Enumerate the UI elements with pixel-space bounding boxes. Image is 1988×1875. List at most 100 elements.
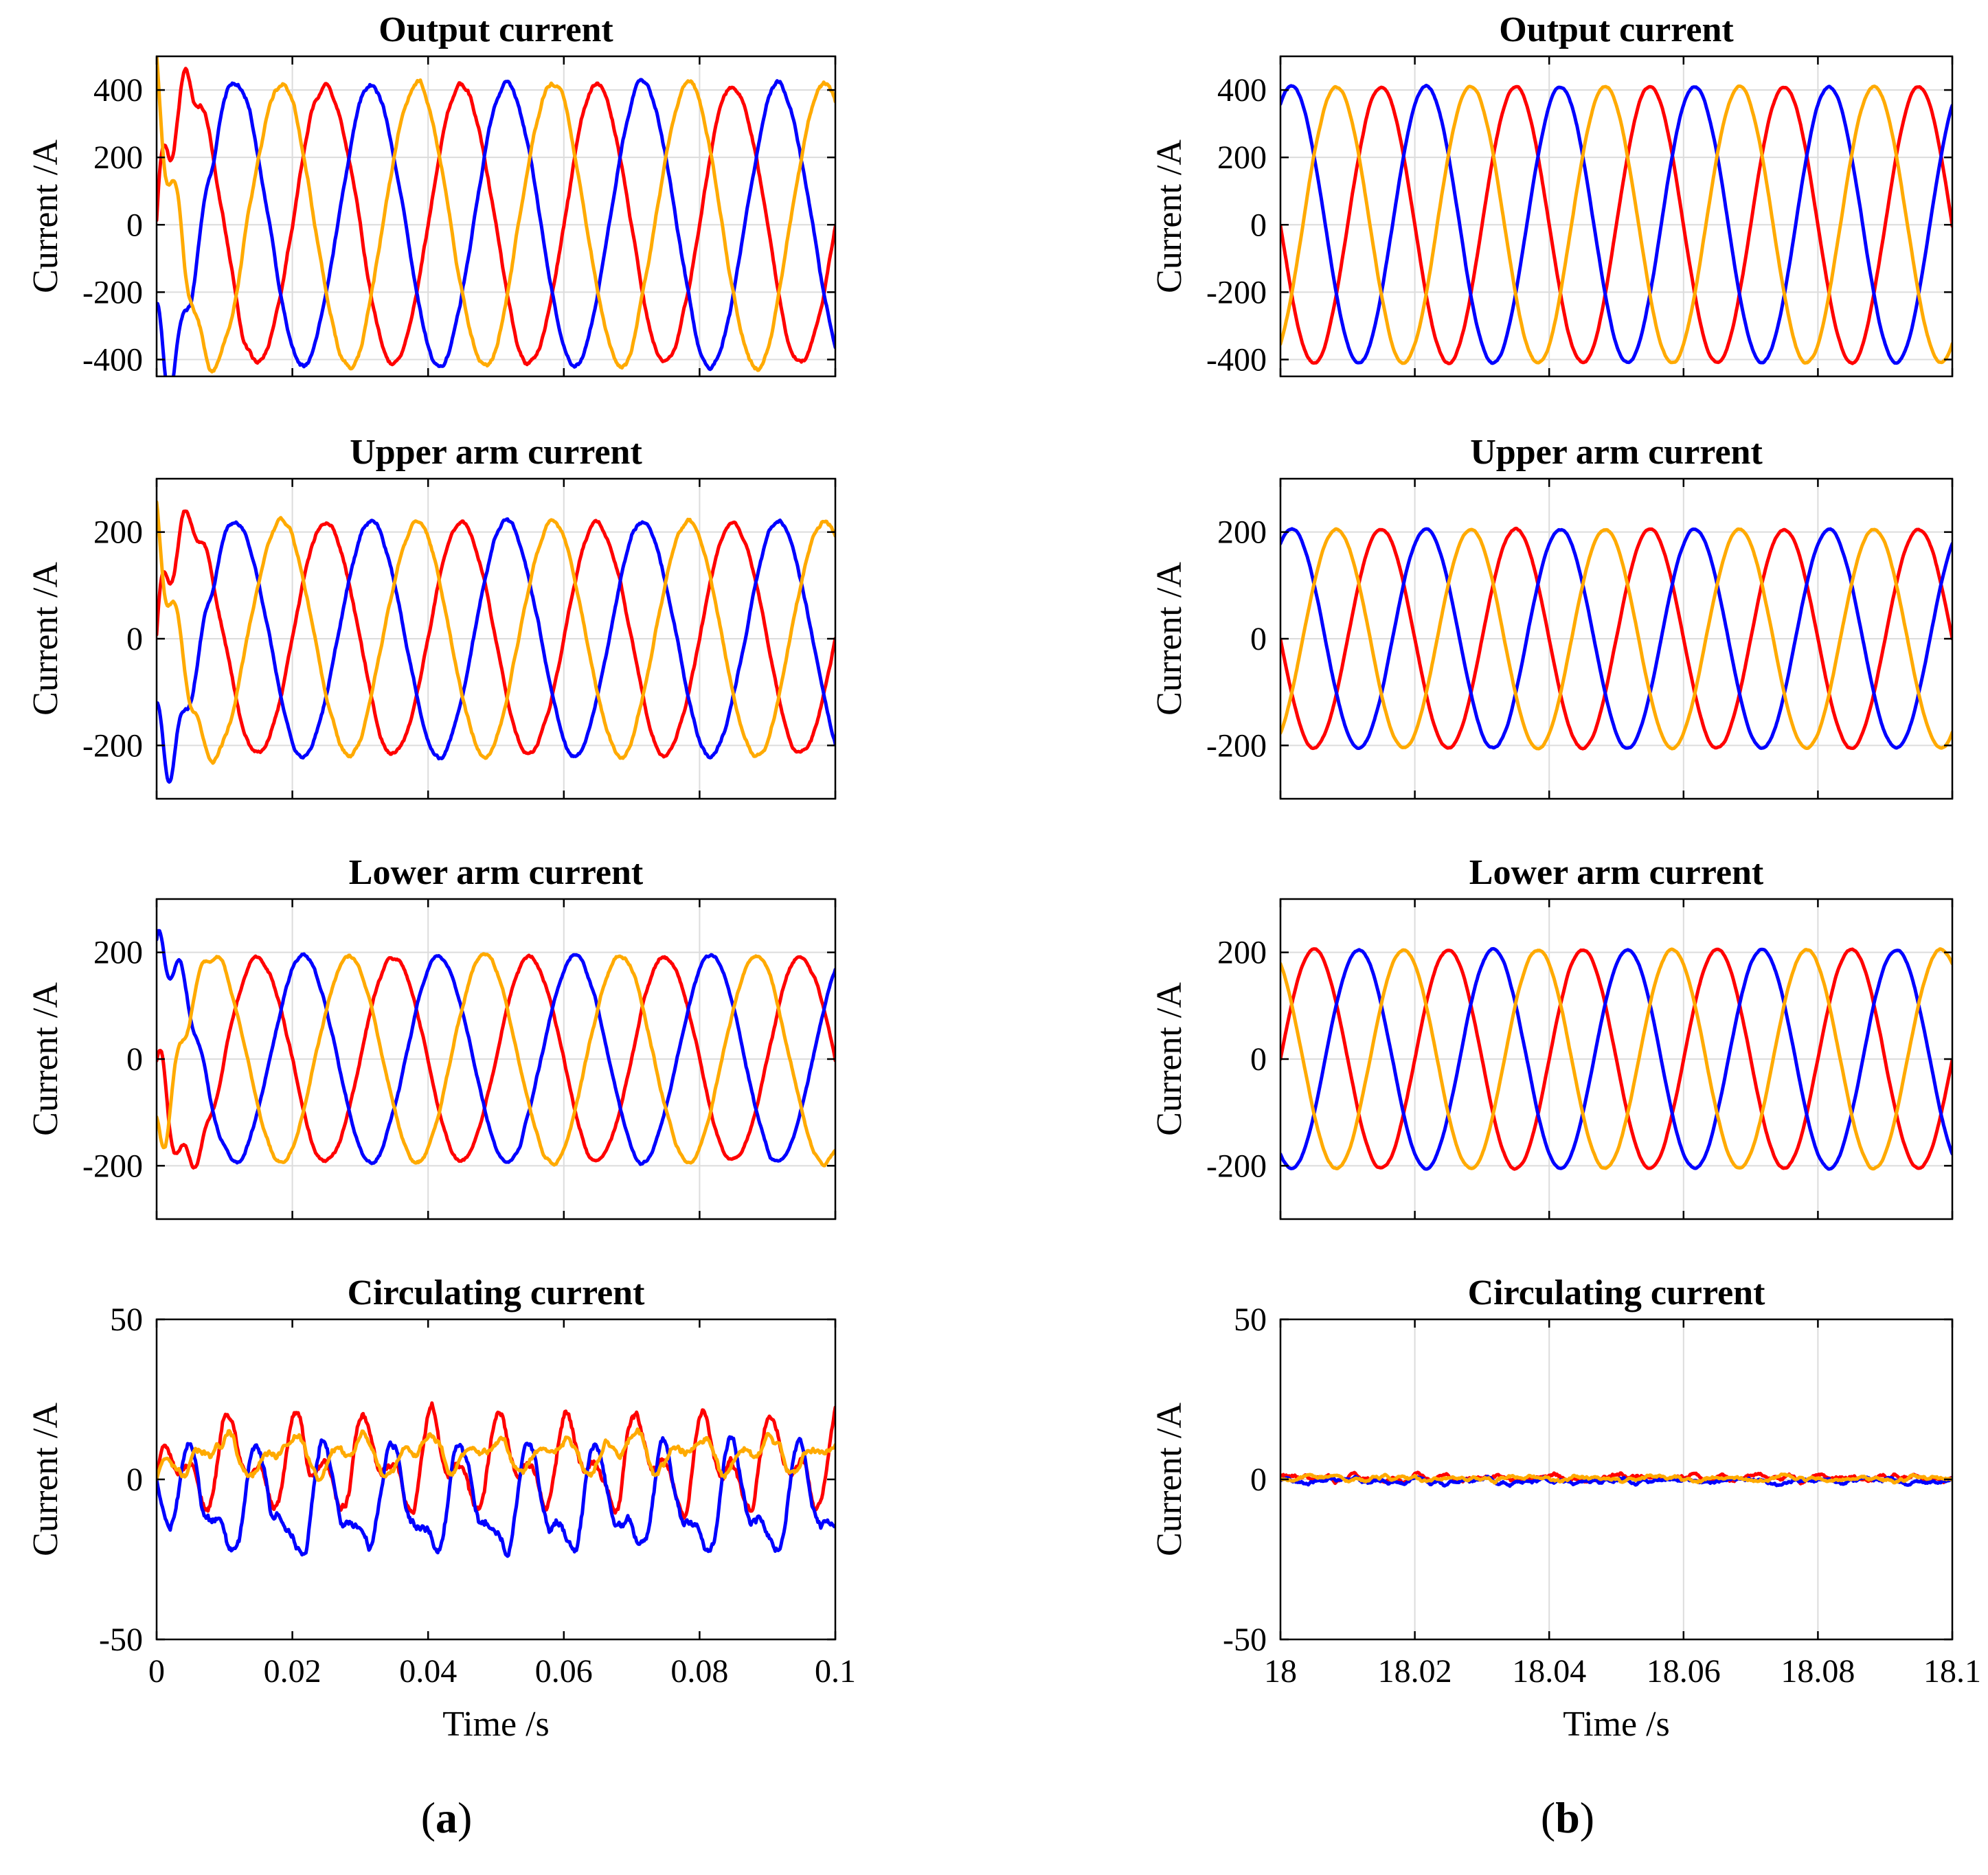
x-tick-label: 18 [1264,1653,1297,1690]
x-tick-label: 18.04 [1512,1653,1586,1690]
y-tick-label: 50 [1234,1302,1267,1338]
chart-title: Output current [1499,10,1734,49]
series-line-phase-b [157,78,835,376]
y-tick-label: -400 [1206,341,1267,378]
y-axis-label: Current /A [26,1402,65,1556]
x-axis-label: Time /s [1563,1705,1670,1744]
traces [157,929,835,1170]
panel-label-b-close: ) [1580,1793,1594,1842]
y-tick-label: -200 [1206,1148,1267,1184]
x-tick-label: 0.04 [399,1653,457,1690]
chart-title: Upper arm current [1470,433,1763,472]
y-tick-label: 0 [126,207,143,243]
chart-a-0: -400 -200 0 200 400 Output current Current /A [26,10,837,378]
series-line-phase-b [1280,527,1952,750]
chart-title: Lower arm current [1469,853,1764,892]
y-tick-label: 200 [1217,139,1267,176]
series-line-phase-c [157,500,835,765]
traces [157,500,835,784]
x-tick-label: 18.08 [1781,1653,1855,1690]
series-line-phase-a [1280,84,1952,365]
series-line-phase-c [1280,1472,1952,1485]
traces [1280,946,1952,1171]
series-line-phase-a [1280,1470,1952,1486]
chart-b-0: -400 -200 0 200 400 Output current Current /A [1150,10,1954,378]
y-tick-label: 200 [93,514,143,551]
series-line-phase-c [157,1427,835,1482]
y-axis-label: Current /A [1150,1402,1189,1556]
series-line-phase-c [1280,84,1952,365]
chart-a-1: -200 0 200 Upper arm current Current /A [26,433,837,800]
traces [157,1401,835,1558]
y-tick-label: 200 [1217,935,1267,971]
chart-b-1: -200 0 200 Upper arm current Current /A [1150,433,1954,800]
y-tick-label: -200 [1206,727,1267,764]
y-axis-label: Current /A [26,982,65,1136]
chart-b-3: -50 0 50 18 18.02 18.04 18.06 18.08 18.1 Circulat… [1150,1273,1981,1744]
y-tick-label: 0 [1250,207,1267,243]
series-line-phase-c [1280,947,1952,1171]
panel-label-a-open: ( [421,1793,436,1842]
panel-label-b: (b) [1541,1793,1594,1842]
y-tick-label: 200 [93,139,143,176]
y-tick-label: -50 [99,1622,143,1658]
chart-title: Upper arm current [350,433,642,472]
chart-title: Circulating current [348,1273,645,1312]
x-tick-label: 0.08 [670,1653,728,1690]
series-line-phase-a [157,67,835,367]
y-tick-label: 0 [1250,1462,1267,1498]
series-line-phase-c [1280,527,1952,751]
y-tick-label: 0 [126,1462,143,1498]
y-tick-label: -50 [1223,1622,1267,1658]
y-axis-label: Current /A [1150,562,1189,716]
panel-label-a-letter: a [436,1793,458,1842]
series-line-phase-b [1280,946,1952,1171]
series-line-phase-a [157,953,835,1170]
series-line-phase-a [1280,526,1952,751]
series-line-phase-a [1280,947,1952,1171]
panel-label-b-letter: b [1555,1793,1580,1842]
x-tick-label: 0 [148,1653,165,1690]
traces [1280,83,1952,365]
panel-label-a-close: ) [458,1793,472,1842]
series-line-phase-b [1280,83,1952,365]
y-axis-label: Current /A [1150,982,1189,1136]
x-axis-label: Time /s [442,1705,550,1744]
panel-label-b-open: ( [1541,1793,1555,1842]
plot-frame [1279,55,1954,378]
y-tick-label: -200 [1206,274,1267,310]
x-tick-label: 0.1 [815,1653,856,1690]
x-tick-label: 0.06 [535,1653,593,1690]
chart-title: Output current [379,10,613,49]
x-tick-label: 18.1 [1923,1653,1981,1690]
x-tick-label: 18.06 [1647,1653,1721,1690]
y-tick-label: 200 [93,935,143,971]
plot-frame [155,1318,837,1641]
y-tick-label: 400 [93,72,143,109]
series-line-phase-b [157,1435,835,1558]
y-tick-label: 50 [110,1302,143,1338]
y-axis-label: Current /A [26,139,65,293]
chart-title: Circulating current [1468,1273,1765,1312]
plot-frame [155,55,837,378]
chart-b-2: -200 0 200 Lower arm current Current /A [1150,853,1954,1220]
series-line-phase-b [157,517,835,784]
series-line-phase-b [157,929,835,1166]
traces [1280,1470,1952,1488]
y-tick-label: 0 [1250,1041,1267,1078]
series-line-phase-a [157,509,835,759]
y-axis-label: Current /A [1150,139,1189,293]
series-line-phase-c [157,56,835,374]
y-tick-label: 400 [1217,72,1267,109]
chart-title: Lower arm current [349,853,644,892]
chart-a-2: -200 0 200 Lower arm current Current /A [26,853,837,1220]
y-tick-label: 200 [1217,514,1267,551]
panel-label-a: (a) [421,1793,473,1842]
y-axis-label: Current /A [26,562,65,716]
y-tick-label: 0 [126,1041,143,1078]
series-line-phase-c [157,952,835,1168]
x-tick-label: 0.02 [264,1653,321,1690]
